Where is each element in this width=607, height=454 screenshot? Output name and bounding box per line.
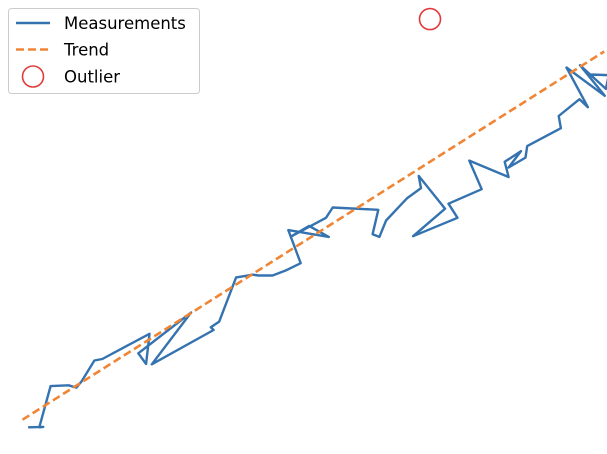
plot-area [21, 7, 607, 429]
legend: Measurements Trend Outlier [8, 8, 200, 94]
legend-label-trend: Trend [63, 41, 109, 60]
series-line-measurements [28, 63, 607, 429]
outlier-marker [418, 7, 442, 31]
series-line-trend [21, 50, 605, 421]
legend-label-outlier: Outlier [64, 68, 120, 87]
legend-swatch-outlier [21, 65, 45, 88]
legend-frame [8, 8, 200, 94]
legend-label-measurements: Measurements [64, 14, 186, 33]
